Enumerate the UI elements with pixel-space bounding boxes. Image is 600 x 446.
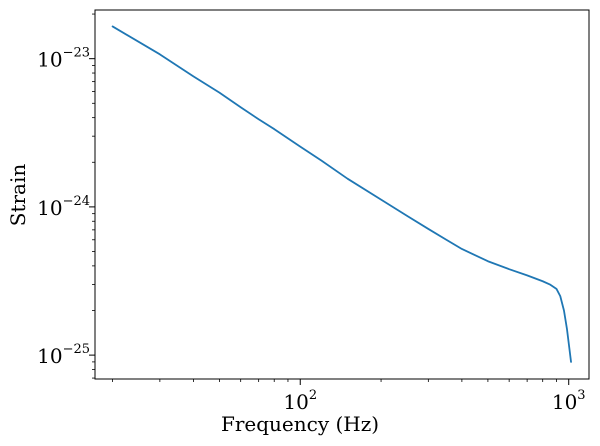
plot-frame [94, 9, 590, 380]
x-tick-label: 103 [552, 388, 586, 414]
ticks-layer [89, 13, 570, 385]
y-axis-label: Strain [6, 164, 30, 227]
y-tick-label: 10−23 [37, 46, 90, 72]
series-layer [111, 25, 572, 363]
x-axis-label: Frequency (Hz) [221, 412, 379, 436]
y-tick-label: 10−24 [37, 194, 90, 220]
series-line-strain [111, 25, 572, 363]
labels-layer: 102 103 10−25 10−24 10−23 [37, 46, 585, 414]
y-tick-label: 10−25 [37, 342, 90, 368]
x-tick-label: 102 [283, 388, 317, 414]
